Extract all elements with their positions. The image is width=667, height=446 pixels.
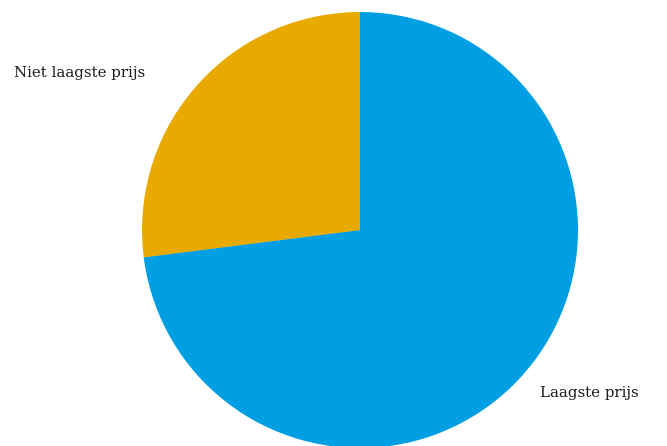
pie-labels: Laagste prijs Niet laagste prijs [14,63,639,401]
pie-slices [142,12,578,446]
slice-label-laagste-prijs: Laagste prijs [540,383,639,401]
pie-slice-laagste-prijs [143,12,578,446]
pie-slice-niet-laagste-prijs [142,12,360,258]
slice-label-niet-laagste-prijs: Niet laagste prijs [14,63,145,81]
